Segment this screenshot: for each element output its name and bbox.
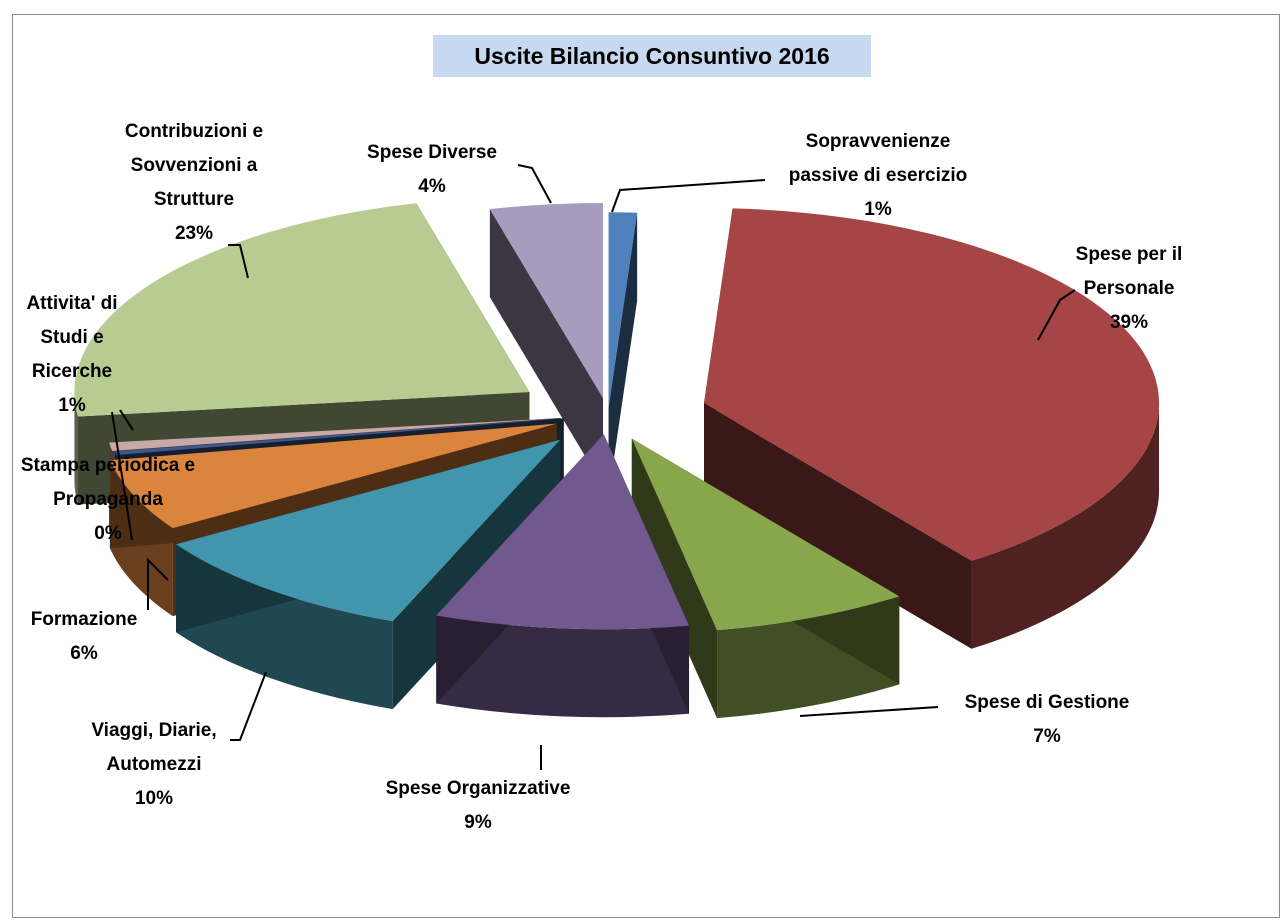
- pie-slice-wall-spese-per-il-personale-1: [704, 403, 972, 649]
- pie-slice-spese-per-il-personale: [704, 208, 1160, 561]
- data-label-spese-organizzative: Spese Organizzative 9%: [386, 772, 571, 840]
- data-label-percent: 7%: [1033, 726, 1061, 747]
- leader-line-spese-per-il-personale: [1037, 289, 1076, 341]
- data-label-text: Studi e: [40, 327, 104, 348]
- data-label-spese-diverse: Spese Diverse 4%: [367, 136, 497, 204]
- pie-slice-viaggi-diarie-automezzi: [176, 439, 561, 622]
- pie-slice-attivita-di-studi-e-ricerche: [109, 418, 561, 451]
- data-label-text: Spese per il: [1075, 244, 1183, 265]
- pie-slice-spese-organizzative: [436, 434, 690, 630]
- pie-slice-side-contribuzioni-e-sovvenzioni-a-strutture: [74, 392, 79, 505]
- data-label-text: Spese Diverse: [367, 142, 497, 163]
- pie-slice-spese-diverse: [489, 202, 603, 398]
- data-label-text: passive di esercizio: [788, 165, 968, 186]
- data-label-percent: 0%: [94, 523, 122, 544]
- data-label-text: Spese Organizzative: [385, 778, 571, 799]
- data-label-text: Attivita' di: [26, 293, 118, 314]
- data-label-percent: 10%: [134, 788, 174, 809]
- data-label-text: Personale: [1083, 278, 1175, 299]
- data-label-formazione: Formazione 6%: [31, 603, 138, 671]
- data-label-text: Sovvenzioni a: [130, 155, 258, 176]
- leader-line-sopravvenienze-passive-di-esercizio: [611, 179, 766, 213]
- data-label-stampa-periodica-e-propaganda: Stampa periodica e Propaganda 0%: [21, 449, 195, 551]
- pie-slice-wall-spese-diverse-0: [489, 209, 603, 486]
- data-label-text: Propaganda: [53, 489, 163, 510]
- data-label-percent: 39%: [1109, 312, 1149, 333]
- pie-slice-spese-di-gestione: [631, 438, 900, 631]
- pie-slice-stampa-periodica-e-propaganda: [115, 418, 564, 455]
- data-label-contribuzioni-e-sovvenzioni-a-strutture: Contribuzioni e Sovvenzioni a Strutture 23%: [125, 115, 263, 251]
- data-label-text: Sopravvenienze: [805, 131, 951, 152]
- chart-title: Uscite Bilancio Consuntivo 2016: [433, 35, 871, 77]
- pie-slice-side-spese-organizzative: [436, 615, 690, 718]
- data-label-percent: 23%: [174, 223, 214, 244]
- leader-line-viaggi-diarie-automezzi: [230, 671, 267, 741]
- data-label-percent: 1%: [864, 199, 892, 220]
- data-label-text: Automezzi: [106, 754, 202, 775]
- leader-line-formazione: [147, 557, 169, 610]
- data-label-text: Stampa periodica e: [20, 455, 196, 476]
- pie-slice-side-spese-per-il-personale: [971, 403, 1160, 649]
- data-label-viaggi-diarie-automezzi: Viaggi, Diarie, Automezzi 10%: [91, 714, 216, 816]
- leader-line-contribuzioni-e-sovvenzioni-a-strutture: [228, 244, 249, 279]
- leader-line-spese-di-gestione: [799, 706, 939, 717]
- pie-slice-wall-sopravvenienze-passive-di-esercizio-1: [608, 212, 638, 496]
- data-label-text: Ricerche: [31, 361, 113, 382]
- pie-slice-sopravvenienze-passive-di-esercizio: [608, 212, 638, 408]
- data-label-percent: 4%: [418, 176, 446, 197]
- data-label-text: Formazione: [30, 609, 138, 630]
- data-label-sopravvenienze-passive-di-esercizio: Sopravvenienze passive di esercizio 1%: [789, 125, 968, 227]
- pie-slice-formazione: [109, 423, 557, 529]
- leader-line-stampa-periodica-e-propaganda: [119, 409, 134, 431]
- data-label-percent: 9%: [464, 812, 492, 833]
- data-label-spese-di-gestione: Spese di Gestione 7%: [965, 686, 1130, 754]
- data-label-percent: 1%: [58, 395, 86, 416]
- data-label-text: Viaggi, Diarie,: [91, 720, 217, 741]
- data-label-percent: 6%: [70, 643, 98, 664]
- leader-line-spese-diverse: [517, 164, 552, 204]
- leader-line-attivita-di-studi-e-ricerche: [111, 411, 133, 541]
- data-label-attivita-di-studi-e-ricerche: Attivita' di Studi e Ricerche 1%: [26, 287, 117, 423]
- data-label-text: Contribuzioni e: [124, 121, 264, 142]
- pie-slice-contribuzioni-e-sovvenzioni-a-strutture: [74, 203, 530, 417]
- pie-slice-wall-spese-di-gestione-1: [631, 438, 718, 719]
- data-label-text: Strutture: [153, 189, 235, 210]
- data-label-spese-per-il-personale: Spese per il Personale 39%: [1076, 238, 1183, 340]
- data-label-text: Spese di Gestione: [964, 692, 1130, 713]
